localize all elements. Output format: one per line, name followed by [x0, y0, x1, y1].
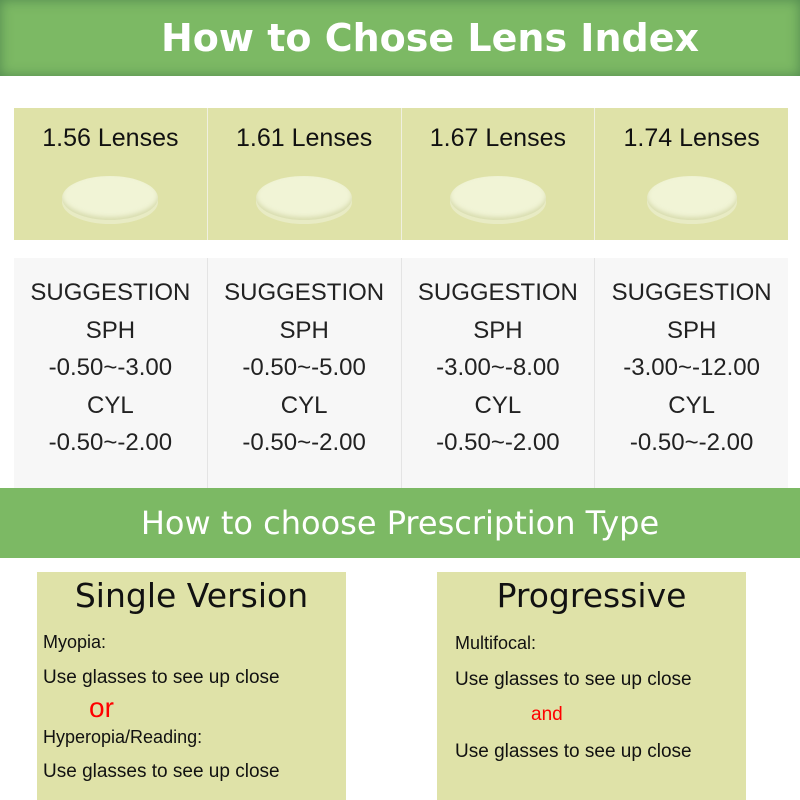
lens-card-161: 1.61 Lenses — [207, 108, 402, 240]
multifocal-text-1: Use glasses to see up close — [455, 669, 692, 690]
lens-title: 1.67 Lenses — [429, 124, 566, 152]
suggestion-label: SUGGESTION — [611, 279, 772, 306]
myopia-label: Myopia: — [43, 632, 107, 652]
lens-card-167: 1.67 Lenses — [401, 108, 596, 240]
sph-label: SPH — [85, 316, 136, 344]
and-connector: and — [531, 704, 563, 725]
single-vision-title: Single Version — [74, 576, 309, 615]
cyl-range: -0.50~-2.00 — [436, 429, 560, 456]
lens-icon — [449, 176, 546, 220]
hyperopia-label: Hyperopia/Reading: — [43, 727, 203, 747]
sph-range: -0.50~-5.00 — [242, 354, 366, 381]
cyl-range: -0.50~-2.00 — [629, 429, 754, 456]
suggestion-column: SUGGESTION SPH -3.00~-8.00 CYL -0.50~-2.… — [402, 258, 596, 488]
cyl-label: CYL — [87, 391, 134, 419]
lens-title: 1.61 Lenses — [236, 124, 373, 152]
lens-icon — [62, 176, 159, 220]
cyl-label: CYL — [474, 391, 522, 419]
lens-index-header: How to Chose Lens Index — [0, 0, 800, 76]
cyl-label: CYL — [280, 391, 328, 419]
cyl-range: -0.50~-2.00 — [242, 429, 366, 456]
lens-title: 1.56 Lenses — [42, 124, 179, 152]
sph-range: -0.50~-3.00 — [48, 354, 173, 381]
suggestion-label: SUGGESTION — [417, 279, 578, 306]
single-vision-box: Single Version Myopia: Use glasses to se… — [37, 572, 346, 800]
progressive-box: Progressive Multifocal: Use glasses to s… — [437, 572, 746, 800]
suggestion-column: SUGGESTION SPH -0.50~-3.00 CYL -0.50~-2.… — [14, 258, 208, 488]
lens-icon — [256, 176, 353, 220]
sph-label: SPH — [666, 316, 717, 344]
sph-range: -3.00~-12.00 — [623, 354, 761, 381]
suggestion-label: SUGGESTION — [224, 279, 385, 306]
progressive-title: Progressive — [496, 576, 687, 615]
hyperopia-text: Use glasses to see up close — [43, 761, 280, 782]
lens-card-156: 1.56 Lenses — [14, 108, 208, 240]
multifocal-label: Multifocal: — [455, 633, 537, 653]
lens-row: 1.56 Lenses 1.61 Lenses 1.67 Lenses 1.74… — [14, 108, 788, 240]
or-connector: or — [89, 692, 114, 723]
suggestion-column: SUGGESTION SPH -0.50~-5.00 CYL -0.50~-2.… — [208, 258, 402, 488]
multifocal-text-2: Use glasses to see up close — [455, 741, 692, 762]
cyl-range: -0.50~-2.00 — [48, 429, 173, 456]
myopia-text: Use glasses to see up close — [43, 667, 280, 688]
prescription-header: How to choose Prescription Type — [0, 488, 800, 558]
suggestion-column: SUGGESTION SPH -3.00~-12.00 CYL -0.50~-2… — [595, 258, 788, 488]
suggestion-label: SUGGESTION — [30, 279, 191, 306]
sph-label: SPH — [473, 316, 523, 344]
suggestion-table: SUGGESTION SPH -0.50~-3.00 CYL -0.50~-2.… — [14, 258, 788, 488]
lens-card-174: 1.74 Lenses — [595, 108, 788, 240]
cyl-label: CYL — [668, 391, 715, 419]
sph-label: SPH — [279, 316, 329, 344]
lens-title: 1.74 Lenses — [623, 124, 760, 152]
lens-icon — [646, 176, 737, 220]
sph-range: -3.00~-8.00 — [436, 354, 560, 381]
